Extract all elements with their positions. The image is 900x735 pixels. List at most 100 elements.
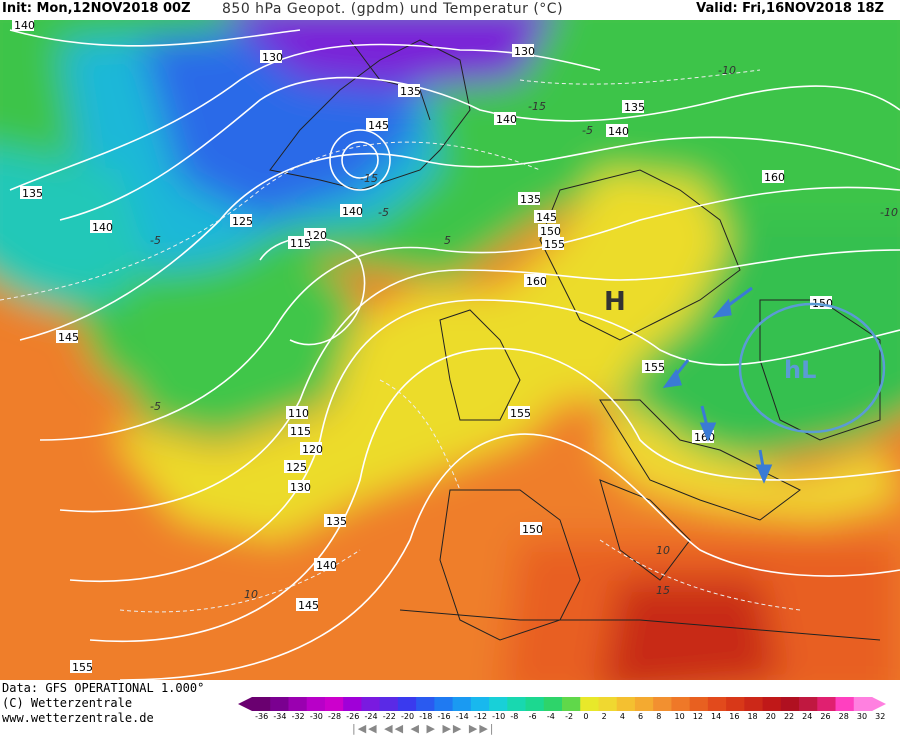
colorbar-tick-label: -34 (273, 712, 287, 721)
colorbar-swatch (270, 697, 289, 711)
valid-time: Valid: Fri,16NOV2018 18Z (696, 1, 884, 16)
colorbar-swatch (361, 697, 381, 711)
colorbar-swatch (707, 697, 727, 711)
website-url: www.wetterzentrale.de (2, 711, 154, 725)
colorbar-tick-label: 24 (802, 712, 813, 721)
colorbar-left-arrow (238, 697, 252, 711)
colorbar-swatch (379, 697, 399, 711)
colorbar-tick-label: -20 (401, 712, 415, 721)
colorbar-swatch (817, 697, 837, 711)
colorbar-tick-label: 14 (711, 712, 722, 721)
colorbar-swatch (324, 697, 344, 711)
navigation-arrows[interactable]: |◀◀ ◀◀ ◀ ▶ ▶▶ ▶▶| (352, 722, 496, 735)
contour-label: 145 (368, 119, 389, 132)
isotherm-label: -5 (378, 206, 389, 219)
contour-label: 140 (14, 20, 35, 32)
isotherm-label: 10 (656, 544, 670, 557)
colorbar-tick-label: -16 (437, 712, 451, 721)
colorbar-swatch (598, 697, 618, 711)
colorbar-tick-label: 4 (619, 712, 625, 721)
colorbar-swatch (343, 697, 362, 711)
colorbar-swatch (489, 697, 508, 711)
map-title: 850 hPa Geopot. (gpdm) und Temperatur (°… (222, 1, 564, 17)
colorbar-swatch (744, 697, 764, 711)
colorbar-tick-label: 32 (875, 712, 886, 721)
contour-label: 140 (316, 559, 337, 572)
contour-label: 155 (544, 238, 565, 251)
contour-label: 140 (496, 113, 517, 126)
contour-label: 140 (92, 221, 113, 234)
contour-label: 110 (288, 407, 309, 420)
colorbar-tick-label: -12 (473, 712, 488, 721)
contour-label: 135 (326, 515, 347, 528)
colorbar-tick-label: -14 (455, 712, 469, 721)
contour-label: 140 (608, 125, 629, 138)
colorbar-tick-label: -30 (309, 712, 323, 721)
isotherm-label: -5 (150, 400, 161, 413)
colorbar-tick-label: 0 (583, 712, 589, 721)
colorbar-tick-label: 28 (838, 712, 849, 721)
isotherm-label: -5 (150, 234, 161, 247)
contour-label: 155 (644, 361, 665, 374)
colorbar-tick-label: 6 (638, 712, 644, 721)
colorbar-tick-label: 10 (674, 712, 685, 721)
colorbar-tick-label: -32 (291, 712, 305, 721)
contour-label: 150 (540, 225, 561, 238)
copyright: (C) Wetterzentrale (2, 696, 133, 710)
colorbar-tick-label: 26 (820, 712, 831, 721)
colorbar-right-arrow (872, 697, 886, 711)
colorbar-swatch (306, 697, 326, 711)
colorbar-swatch (452, 697, 472, 711)
colorbar-swatch (616, 697, 636, 711)
init-time: Init: Mon,12NOV2018 00Z (2, 1, 191, 16)
isotherm-label: -5 (582, 124, 593, 137)
colorbar-swatch (543, 697, 563, 711)
colorbar-tick-label: 16 (729, 712, 740, 721)
contour-label: 135 (624, 101, 645, 114)
colorbar-tick-label: -28 (328, 712, 342, 721)
colorbar-tick-label: -10 (492, 712, 506, 721)
flow-arrows (662, 286, 773, 484)
contour-label: 130 (290, 481, 311, 494)
colorbar-swatch (799, 697, 818, 711)
high-pressure-label: H (604, 287, 626, 317)
low-pressure-circle (738, 302, 886, 434)
colorbar-tick-label: 30 (856, 712, 868, 721)
colorbar-tick-label: -36 (255, 712, 269, 721)
colorbar-swatch (762, 697, 782, 711)
colorbar-swatch (835, 697, 855, 711)
colorbar-swatch (525, 697, 545, 711)
contour-label: 125 (286, 461, 307, 474)
colorbar-tick-label: -8 (510, 712, 519, 721)
colorbar-tick-label: 12 (692, 712, 703, 721)
temperature-field (0, 20, 900, 680)
isotherm-label: -10 (880, 206, 898, 219)
contour-label: 160 (526, 275, 547, 288)
temperature-colorbar (238, 697, 886, 711)
contour-label: 140 (342, 205, 363, 218)
colorbar-tick-label: 2 (601, 712, 607, 721)
colorbar-swatch (507, 697, 527, 711)
contour-label: 120 (306, 229, 327, 242)
map-header: Init: Mon,12NOV2018 00Z 850 hPa Geopot. … (0, 0, 900, 20)
weather-map: 140 130 135 145 130 135 140 140 125 120 … (0, 20, 900, 680)
colorbar-tick-label: -4 (546, 712, 555, 721)
colorbar-tick-label: -22 (382, 712, 396, 721)
colorbar-swatch (397, 697, 417, 711)
colorbar-swatch (780, 697, 800, 711)
colorbar-tick-label: 22 (783, 712, 795, 721)
contour-label: 160 (764, 171, 785, 184)
isotherm-labels: -10 -15 -15 -5 -5 -10 -5 5 -5 10 10 15 (150, 64, 898, 601)
contour-label: 150 (522, 523, 543, 536)
colorbar-tick-label: -26 (346, 712, 360, 721)
contour-label: 130 (262, 51, 283, 64)
contour-label: 135 (520, 193, 541, 206)
colorbar-tick-label: 8 (656, 712, 662, 721)
contour-label: 145 (58, 331, 79, 344)
colorbar-swatch (288, 697, 308, 711)
colorbar-tick-label: 20 (765, 712, 776, 721)
isotherm-label: 10 (244, 588, 258, 601)
contour-label: 115 (290, 237, 311, 250)
contour-label: 155 (510, 407, 531, 420)
isotherm-label: -15 (360, 172, 378, 185)
